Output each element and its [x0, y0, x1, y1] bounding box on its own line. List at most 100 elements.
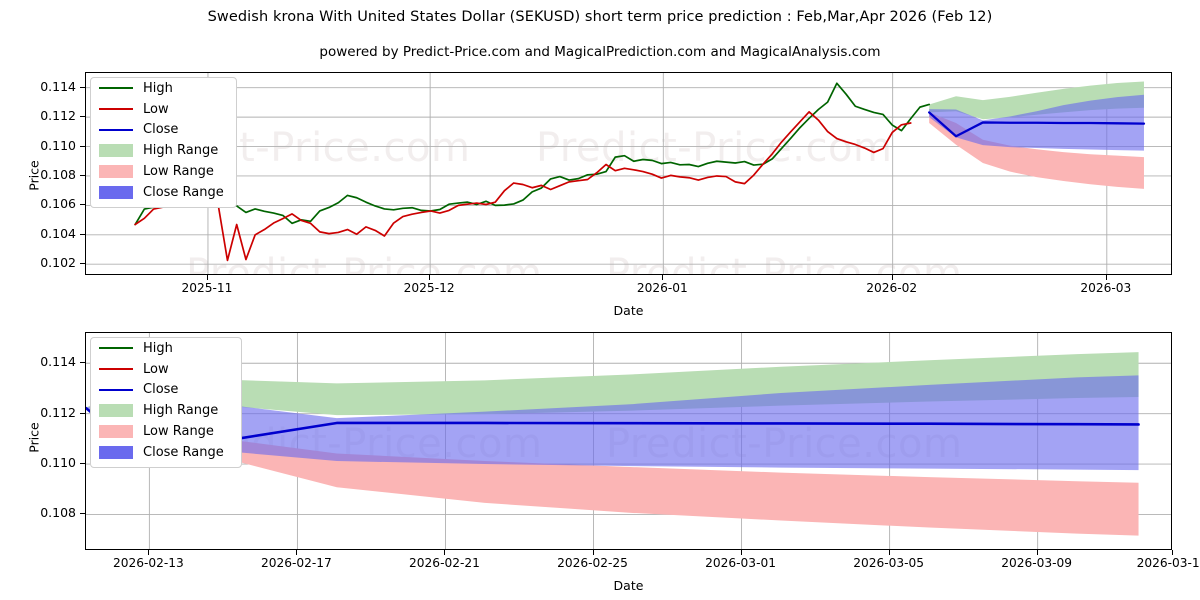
x-tick-label: 2026-03-01	[705, 556, 776, 570]
legend-item: High	[91, 78, 236, 99]
y-tick-label: 0.104	[40, 225, 76, 241]
legend-item: High Range	[91, 140, 236, 161]
y-tick-label: 0.112	[40, 108, 76, 124]
legend-label: Close Range	[143, 444, 224, 460]
top-chart-panel: Price Predict-Price.com Predict-Price.co…	[27, 72, 1172, 318]
legend-item: Low	[91, 359, 241, 380]
legend-label: Low	[143, 101, 169, 117]
legend-swatch-fill	[99, 185, 133, 199]
legend-item: Low Range	[91, 421, 241, 442]
x-tick-mark	[592, 550, 594, 555]
y-tick-label: 0.102	[40, 255, 76, 271]
x-tick-label: 2026-02-13	[112, 556, 184, 570]
watermark-text: Predict-Price.com	[606, 251, 963, 275]
y-tick-mark	[80, 463, 85, 465]
legend-swatch-fill	[99, 445, 133, 459]
legend-item: Close Range	[91, 442, 241, 463]
top-plot-area: Predict-Price.com Predict-Price.com Pred…	[85, 72, 1172, 275]
legend-swatch-line	[99, 363, 133, 376]
y-tick-label: 0.108	[40, 166, 76, 182]
top-chart-svg	[86, 73, 1171, 274]
legend-label: Close	[143, 122, 179, 138]
y-tick-mark	[80, 362, 85, 364]
legend-item: High Range	[91, 400, 241, 421]
legend-label: Low	[143, 361, 169, 377]
legend-item: Low Range	[91, 161, 236, 182]
legend-swatch-fill	[99, 404, 133, 418]
x-tick-label: 2026-03-05	[853, 556, 925, 570]
legend-label: High	[143, 80, 173, 96]
y-tick-label: 0.106	[40, 196, 76, 212]
legend-label: High Range	[143, 403, 219, 419]
x-tick-label: 2026-03	[1080, 281, 1132, 295]
bottom-legend: High Low Close High Range Low Range Close Ran…	[90, 337, 242, 468]
legend-label: Close	[143, 382, 179, 398]
y-tick-mark	[80, 263, 85, 265]
y-tick-label: 0.110	[40, 455, 76, 471]
y-tick-label: 0.112	[40, 404, 76, 420]
legend-swatch-line	[99, 342, 133, 355]
y-tick-mark	[80, 233, 85, 235]
bottom-x-axis-label: Date	[613, 578, 644, 593]
x-tick-mark	[1172, 550, 1173, 555]
y-tick-label: 0.114	[40, 78, 76, 94]
legend-label: Close Range	[143, 184, 224, 200]
legend-swatch-line	[99, 383, 133, 396]
legend-item: Close Range	[91, 182, 236, 203]
x-tick-label: 2026-03-13	[1136, 556, 1200, 570]
legend-swatch-line	[99, 103, 133, 116]
bottom-chart-svg	[86, 333, 1171, 549]
x-tick-label: 2026-03-09	[1001, 556, 1073, 570]
x-tick-mark	[662, 275, 664, 280]
legend-label: High	[143, 340, 173, 356]
x-tick-mark	[888, 550, 890, 555]
y-tick-mark	[80, 204, 85, 206]
x-tick-mark	[1105, 275, 1107, 280]
legend-label: Low Range	[143, 424, 214, 440]
y-tick-label: 0.108	[40, 505, 76, 521]
y-tick-mark	[80, 513, 85, 515]
x-tick-label: 2026-01	[636, 281, 688, 295]
page-title: Swedish krona With United States Dollar …	[207, 9, 993, 25]
x-tick-label: 2026-02	[866, 281, 918, 295]
top-x-axis-label: Date	[613, 303, 644, 318]
legend-swatch-fill	[99, 144, 133, 158]
y-tick-mark	[80, 86, 85, 88]
y-tick-mark	[80, 174, 85, 176]
bottom-chart-panel: Price Predict-Price.com Predict-Price.co…	[0, 320, 1200, 600]
x-tick-mark	[444, 550, 446, 555]
x-tick-mark	[429, 275, 431, 280]
legend-swatch-line	[99, 123, 133, 136]
x-tick-mark	[1036, 550, 1038, 555]
y-tick-mark	[80, 412, 85, 414]
watermark-text: Predict-Price.com	[186, 251, 543, 275]
x-tick-mark	[296, 550, 298, 555]
x-tick-label: 2025-12	[403, 281, 455, 295]
watermark-text: Predict-Price.com	[536, 125, 893, 171]
legend-label: Low Range	[143, 164, 214, 180]
top-legend: High Low Close High Range Low Range Close Ran…	[90, 77, 237, 208]
y-tick-mark	[80, 145, 85, 147]
x-tick-label: 2026-02-17	[260, 556, 332, 570]
bottom-plot-area: Predict-Price.com Predict-Price.com	[85, 332, 1172, 550]
x-tick-mark	[148, 550, 150, 555]
legend-item: Close	[91, 120, 236, 141]
x-tick-mark	[206, 275, 208, 280]
legend-item: Low	[91, 99, 236, 120]
legend-label: High Range	[143, 143, 219, 159]
x-tick-mark	[891, 275, 893, 280]
y-tick-label: 0.114	[40, 354, 76, 370]
x-tick-mark	[740, 550, 742, 555]
legend-swatch-fill	[99, 165, 133, 179]
legend-swatch-fill	[99, 425, 133, 439]
legend-item: Close	[91, 380, 241, 401]
y-tick-label: 0.110	[40, 137, 76, 153]
legend-item: High	[91, 338, 241, 359]
page-subtitle: powered by Predict-Price.com and Magical…	[319, 44, 881, 60]
legend-swatch-line	[99, 82, 133, 95]
x-tick-label: 2026-02-21	[409, 556, 480, 570]
x-tick-label: 2025-11	[181, 281, 233, 295]
y-tick-mark	[80, 116, 85, 118]
x-tick-label: 2026-02-25	[557, 556, 628, 570]
